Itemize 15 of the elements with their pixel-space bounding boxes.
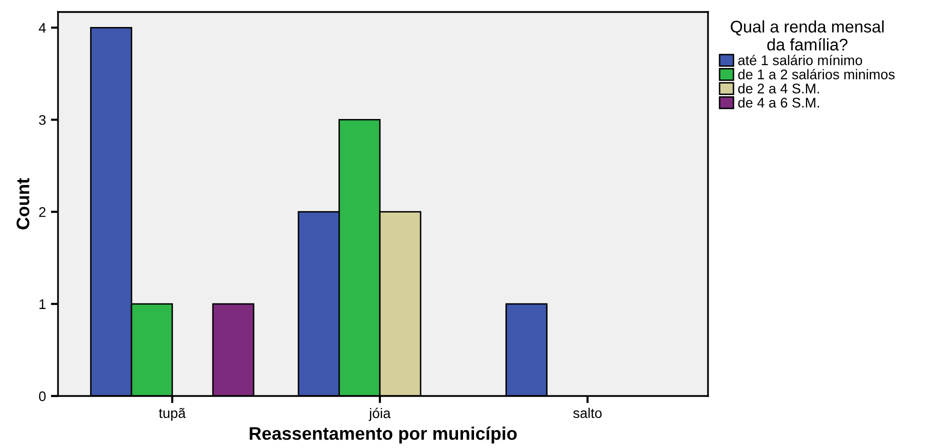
legend-title: Qual a renda mensal da família? <box>730 20 884 51</box>
legend-label: até 1 salário mínimo <box>738 54 862 66</box>
legend-label: de 4 a 6 S.M. <box>738 97 819 108</box>
legend-label: de 2 a 4 S.M. <box>738 83 819 94</box>
y-tick-label: 0 <box>39 391 46 402</box>
y-tick-label: 1 <box>40 299 46 309</box>
y-tick-label: 4 <box>38 23 46 33</box>
x-tick-label: salto <box>573 408 602 418</box>
y-tick-label: 2 <box>39 207 46 217</box>
x-tick-label: jóia <box>368 408 391 421</box>
x-axis-title: Reassentamento por município <box>250 426 517 444</box>
legend-label: de 1 a 2 salários minimos <box>738 68 895 80</box>
y-tick-label: 3 <box>39 115 46 125</box>
y-axis-title: Count <box>16 178 30 230</box>
x-tick-label: tupã <box>158 408 186 421</box>
